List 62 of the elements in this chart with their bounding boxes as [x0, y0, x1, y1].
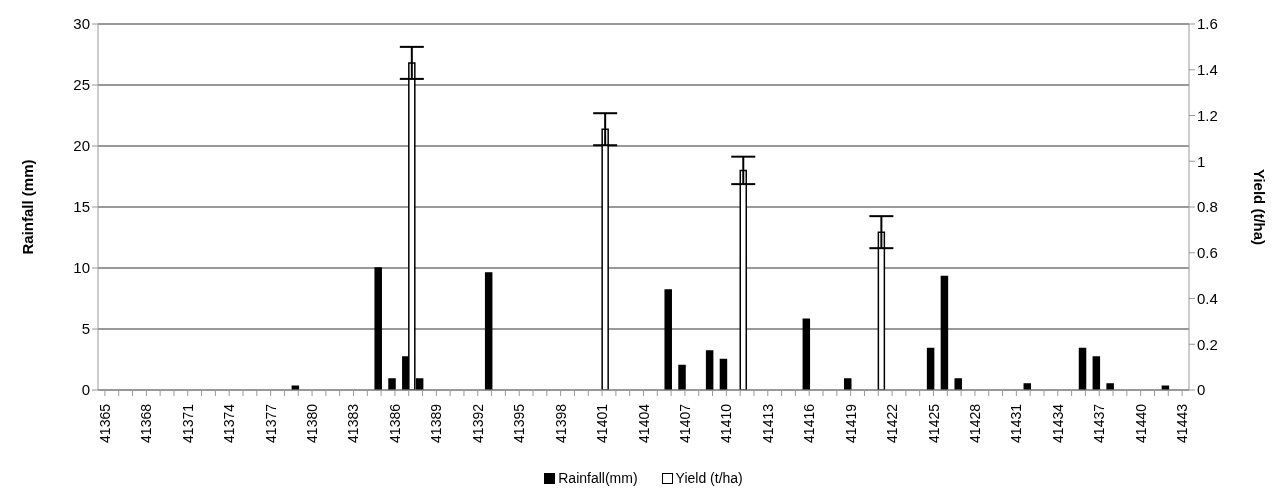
x-tick-label: 41386 — [386, 403, 403, 443]
x-tick-label: 41434 — [1049, 403, 1066, 443]
x-tick-label: 41401 — [594, 403, 611, 443]
x-tick-label: 41416 — [801, 403, 818, 443]
x-tick-label: 41422 — [884, 403, 901, 443]
x-tick-label: 41428 — [966, 403, 983, 443]
legend-label: Yield (t/ha) — [674, 470, 743, 486]
bar — [1092, 356, 1101, 390]
y2-tick-label: 0 — [1197, 381, 1206, 399]
bar — [1078, 347, 1087, 390]
x-tick-label: 41431 — [1008, 403, 1025, 443]
y-tick-label: 30 — [73, 15, 90, 33]
x-tick-label: 41413 — [759, 403, 776, 443]
x-tick-label: 41374 — [221, 403, 238, 443]
y-tick-label: 25 — [73, 76, 90, 94]
x-tick-label: 41383 — [345, 403, 362, 443]
y-axis-title: Rainfall (mm) — [19, 159, 37, 255]
bar — [940, 275, 949, 390]
y-tick-label: 10 — [73, 259, 90, 277]
y-tick-label: 15 — [73, 198, 90, 216]
bar — [705, 350, 714, 390]
y2-tick-label: 1.2 — [1197, 106, 1218, 124]
x-tick-label: 41440 — [1132, 403, 1149, 443]
bar — [374, 267, 382, 390]
bar — [388, 378, 396, 390]
x-tick-label: 41392 — [469, 403, 486, 443]
bar — [926, 347, 935, 390]
x-tick-label: 41404 — [635, 403, 652, 443]
x-tick-label: 41377 — [262, 403, 279, 443]
y2-tick-label: 0.8 — [1197, 198, 1218, 216]
x-tick-label: 41365 — [96, 403, 113, 443]
x-tick-label: 41395 — [511, 403, 528, 443]
x-tick-label: 41410 — [718, 403, 735, 443]
bar — [664, 289, 672, 390]
x-tick-label: 41425 — [925, 403, 942, 443]
y2-tick-label: 1.6 — [1197, 15, 1218, 33]
x-tick-label: 41389 — [428, 403, 445, 443]
legend-label: Rainfall(mm) — [557, 470, 638, 486]
y2-tick-label: 1.4 — [1197, 61, 1218, 79]
x-tick-label: 41380 — [304, 403, 321, 443]
x-tick-label: 41437 — [1091, 403, 1108, 443]
y-tick-label: 20 — [73, 137, 90, 155]
y2-tick-label: 0.4 — [1197, 289, 1218, 307]
y-tick-label: 5 — [81, 320, 90, 338]
bar — [844, 378, 852, 390]
x-tick-label: 41407 — [676, 403, 693, 443]
x-tick-label: 41443 — [1174, 403, 1191, 443]
x-tick-label: 41398 — [552, 403, 569, 443]
bar — [719, 358, 728, 390]
x-tick-label: 41419 — [842, 403, 859, 443]
x-tick-label: 41371 — [179, 403, 196, 443]
bar — [1106, 383, 1114, 390]
bar — [954, 378, 962, 390]
y2-tick-label: 0.2 — [1197, 335, 1218, 353]
y2-axis-title: Yield (t/ha) — [1250, 168, 1268, 246]
y2-tick-label: 0.6 — [1197, 244, 1218, 262]
x-tick-label: 41368 — [138, 403, 155, 443]
y2-tick-label: 1 — [1197, 152, 1206, 170]
bar — [484, 272, 493, 390]
bar — [802, 318, 811, 390]
y-tick-label: 0 — [81, 381, 90, 399]
bar — [678, 364, 686, 390]
